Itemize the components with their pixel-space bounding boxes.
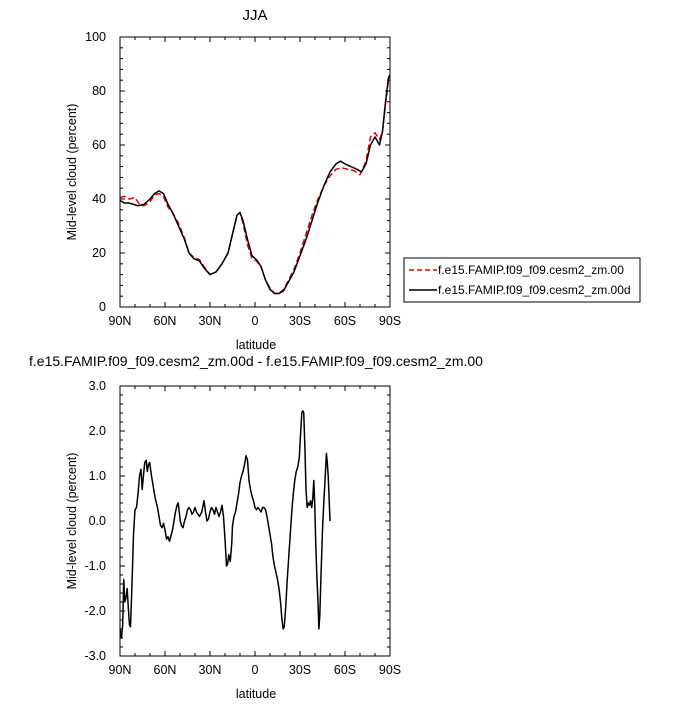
bottom-xtick-label: 90S: [379, 663, 401, 677]
bottom-ytick-label: -2.0: [84, 604, 106, 618]
bottom-xtick-label: 60N: [154, 663, 177, 677]
top-ytick-label: 20: [92, 246, 106, 260]
bottom-series-line-0: [119, 410, 331, 639]
top-chart-ylabel: Mid-level cloud (percent): [65, 104, 79, 241]
top-xtick-label: 90N: [109, 314, 132, 328]
bottom-ytick-label: 0.0: [89, 514, 106, 528]
top-xtick-label: 30S: [289, 314, 311, 328]
top-xtick-label: 0: [252, 314, 259, 328]
bottom-plot-frame: [119, 385, 391, 657]
bottom-xtick-label: 60S: [334, 663, 356, 677]
bottom-chart-xlabel: latitude: [236, 687, 276, 701]
top-xtick-label: 30N: [199, 314, 222, 328]
bottom-xtick-label: 30N: [199, 663, 222, 677]
bottom-ytick-label: -1.0: [84, 559, 106, 573]
top-plot-frame: [119, 36, 391, 308]
top-ytick-label: 40: [92, 192, 106, 206]
top-ytick-label: 0: [99, 300, 106, 314]
top-chart-xlabel: latitude: [236, 338, 276, 352]
bottom-plot-area: 90N 60N 30N 0 30S 60S 90S -3.0 -2.0 -1.0 0.0 1.0 2.0…: [84, 379, 401, 677]
legend: f.e15.FAMIP.f09_f09.cesm2_zm.00 f.e15.FA…: [403, 257, 641, 303]
top-xtick-label: 90S: [379, 314, 401, 328]
top-ytick-label: 100: [85, 30, 106, 44]
bottom-xtick-label: 0: [252, 663, 259, 677]
top-plot-area: 90N 60N 30N 0 30S 60S 90S 0 20 40 60 80 100: [85, 30, 401, 328]
bottom-ytick-label: 2.0: [89, 424, 106, 438]
top-chart: JJA Mid-level cloud (percent) latitude 9…: [65, 7, 401, 352]
top-chart-title: JJA: [242, 7, 267, 24]
top-series-line-0: [119, 75, 391, 295]
top-series-line-1: [119, 74, 391, 295]
top-ytick-label: 80: [92, 84, 106, 98]
bottom-ytick-label: -3.0: [84, 649, 106, 663]
bottom-ytick-label: 3.0: [89, 379, 106, 393]
top-xtick-label: 60S: [334, 314, 356, 328]
bottom-chart: f.e15.FAMIP.f09_f09.cesm2_zm.00d - f.e15…: [29, 353, 483, 701]
bottom-chart-title: f.e15.FAMIP.f09_f09.cesm2_zm.00d - f.e15…: [29, 353, 483, 369]
bottom-chart-ylabel: Mid-level cloud (percent): [65, 453, 79, 590]
bottom-ytick-label: 1.0: [89, 469, 106, 483]
bottom-xtick-label: 30S: [289, 663, 311, 677]
top-ytick-label: 60: [92, 138, 106, 152]
top-xtick-label: 60N: [154, 314, 177, 328]
legend-label-series-0: f.e15.FAMIP.f09_f09.cesm2_zm.00: [438, 263, 624, 277]
bottom-xtick-label: 90N: [109, 663, 132, 677]
legend-label-series-1: f.e15.FAMIP.f09_f09.cesm2_zm.00d: [438, 283, 631, 297]
legend-box: [403, 257, 641, 303]
